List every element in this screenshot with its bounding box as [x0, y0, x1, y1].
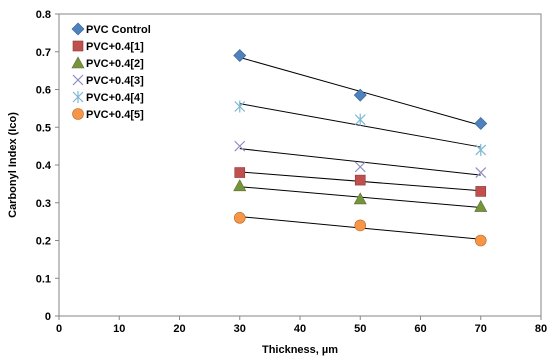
data-point: [234, 140, 246, 152]
data-point: [354, 219, 367, 232]
data-point: [233, 49, 247, 62]
x-tick-label: 60: [414, 323, 426, 335]
data-point: [233, 212, 246, 224]
trendline: [239, 148, 481, 176]
x-tick-label: 10: [113, 323, 125, 335]
legend-label: PVC+0.4[1]: [86, 41, 144, 53]
data-point: [234, 100, 246, 113]
y-tick-label: 0.1: [36, 273, 51, 285]
data-point-stroke: [354, 161, 366, 173]
legend-marker: [71, 56, 85, 69]
legend-marker-stroke: [72, 74, 84, 86]
data-markers: [233, 49, 488, 247]
data-point: [474, 234, 487, 247]
x-tick-label: 20: [173, 323, 185, 335]
legend: PVC Control PVC+0.4[1] PVC+0.4[2] PVC+0.4[3…: [71, 22, 151, 121]
legend-label: PVC Control: [86, 24, 151, 36]
trendlines: [239, 56, 481, 240]
x-tick-label: 30: [234, 323, 246, 335]
y-tick-label: 0.5: [36, 122, 51, 134]
data-point: [474, 117, 488, 130]
legend-label: PVC+0.4[2]: [86, 58, 144, 70]
legend-marker: [72, 91, 84, 103]
x-axis-title: Thickness, µm: [262, 344, 338, 356]
data-point: [354, 174, 366, 186]
legend-label: PVC+0.4[3]: [86, 75, 144, 87]
y-tick-label: 0.6: [36, 85, 51, 97]
y-tick-label: 0.8: [36, 9, 51, 21]
y-axis-title: Carbonyl Index (Ico): [7, 112, 19, 218]
data-point: [475, 186, 487, 197]
data-point: [234, 167, 246, 178]
data-point: [475, 167, 487, 178]
legend-marker: [72, 74, 84, 86]
y-axis: 0 0.1 0.2 0.3 0.4 0.5 0.6 0.7 0.8: [36, 9, 59, 323]
data-point: [354, 161, 366, 173]
y-tick-label: 0.3: [36, 198, 51, 210]
data-point-stroke: [475, 167, 487, 178]
y-tick-label: 0.2: [36, 236, 51, 248]
y-tick-label: 0: [45, 311, 51, 323]
legend-marker: [72, 108, 84, 120]
y-tick-label: 0.7: [36, 47, 51, 59]
data-point: [474, 199, 488, 212]
data-point: [354, 113, 366, 126]
x-tick-label: 70: [475, 323, 487, 335]
x-tick-label: 50: [354, 323, 366, 335]
legend-label: PVC+0.4[5]: [86, 109, 144, 121]
data-point: [353, 192, 367, 205]
data-point-stroke: [234, 140, 246, 152]
x-axis: 0 10 20 30 40 50 60 70 80: [56, 316, 547, 335]
legend-label: PVC+0.4[4]: [86, 92, 144, 104]
legend-marker: [72, 40, 84, 52]
x-tick-label: 80: [535, 323, 547, 335]
data-point: [475, 143, 487, 156]
x-tick-label: 40: [294, 323, 306, 335]
data-point: [233, 179, 247, 192]
y-tick-label: 0.4: [36, 160, 52, 172]
x-tick-label: 0: [56, 323, 62, 335]
legend-marker: [71, 22, 85, 36]
data-point: [353, 88, 367, 102]
